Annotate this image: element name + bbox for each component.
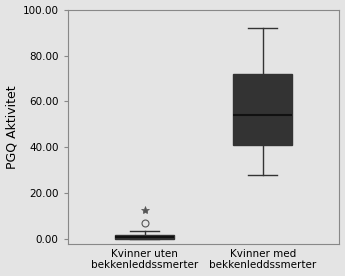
PathPatch shape (115, 235, 174, 239)
PathPatch shape (233, 74, 292, 145)
Y-axis label: PGQ Aktivitet: PGQ Aktivitet (6, 85, 19, 169)
